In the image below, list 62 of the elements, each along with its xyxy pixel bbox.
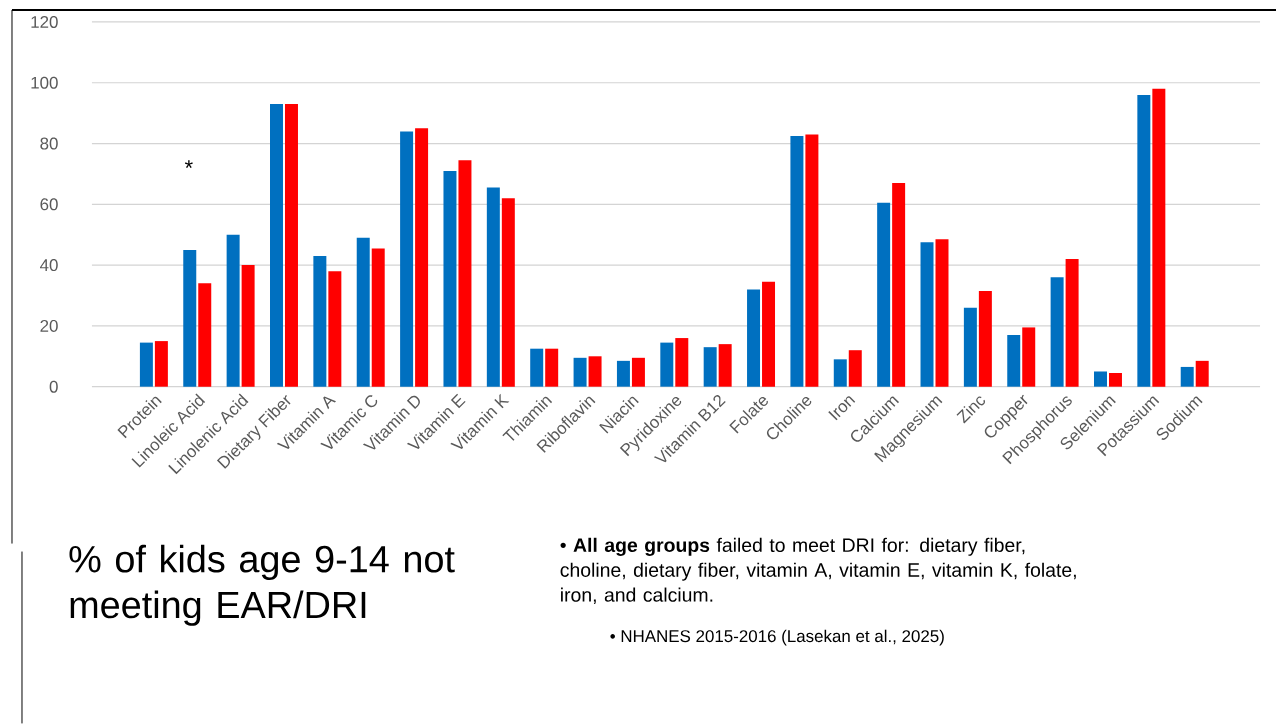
bar xyxy=(877,202,891,387)
bar xyxy=(762,281,776,387)
text: • NHANES 2015-2016 (Lasekan et al., 2025) xyxy=(610,629,944,646)
y-tick-label: 20 xyxy=(40,319,58,332)
y-tick-label: 80 xyxy=(40,137,58,150)
bar xyxy=(747,289,761,387)
bar xyxy=(154,341,168,387)
bar xyxy=(616,360,630,387)
bar xyxy=(530,348,544,387)
bar xyxy=(892,183,906,387)
bar xyxy=(920,242,934,387)
bar xyxy=(935,239,949,387)
bar xyxy=(183,249,197,387)
bar xyxy=(573,357,587,387)
bar xyxy=(1152,88,1166,387)
bar xyxy=(486,187,500,387)
bar xyxy=(848,350,862,387)
bar xyxy=(1195,360,1209,387)
bar xyxy=(371,248,385,387)
bar xyxy=(458,160,472,387)
bar xyxy=(501,198,515,387)
y-tick-label: 0 xyxy=(49,380,58,393)
x-tick-label: Zinc xyxy=(956,396,986,424)
bar xyxy=(1108,373,1122,387)
bar xyxy=(545,348,559,387)
bar xyxy=(1065,259,1079,387)
y-tick-label: 120 xyxy=(31,16,58,28)
bar xyxy=(703,347,717,387)
bar xyxy=(1180,366,1194,387)
bar xyxy=(978,290,992,387)
bar xyxy=(718,344,732,387)
text: % of kids age 9-14 not meeting EAR/DRI xyxy=(69,544,455,626)
bar xyxy=(313,256,327,387)
y-tick-label: 60 xyxy=(40,198,58,211)
y-tick-label: 40 xyxy=(40,259,58,272)
y-tick-label: 100 xyxy=(31,76,58,89)
text: • All age groups failed to meet DRI for: dietary fiber, choline, dietary fiber, vitamin A, vitamin E, vitamin K, folate, iron, and calcium. xyxy=(560,537,1076,605)
bar xyxy=(415,128,429,387)
bar xyxy=(139,342,153,387)
bar xyxy=(660,342,674,387)
bar xyxy=(284,104,298,387)
bar xyxy=(400,131,414,387)
bar xyxy=(1050,277,1064,387)
bar xyxy=(443,170,457,387)
bar xyxy=(805,134,819,387)
bar xyxy=(675,338,689,387)
annotation: * xyxy=(184,160,193,169)
bar xyxy=(963,307,977,387)
bar xyxy=(1022,327,1036,387)
bar xyxy=(1093,371,1107,387)
bar xyxy=(328,271,342,387)
bar xyxy=(833,359,847,387)
bar xyxy=(588,356,602,387)
bar xyxy=(226,234,240,387)
bar xyxy=(198,283,212,387)
bar xyxy=(241,265,255,387)
bar xyxy=(1007,335,1021,387)
bar xyxy=(631,357,645,387)
bar xyxy=(1137,94,1151,387)
bar xyxy=(790,135,804,387)
bar xyxy=(356,237,370,387)
bar xyxy=(270,104,283,387)
